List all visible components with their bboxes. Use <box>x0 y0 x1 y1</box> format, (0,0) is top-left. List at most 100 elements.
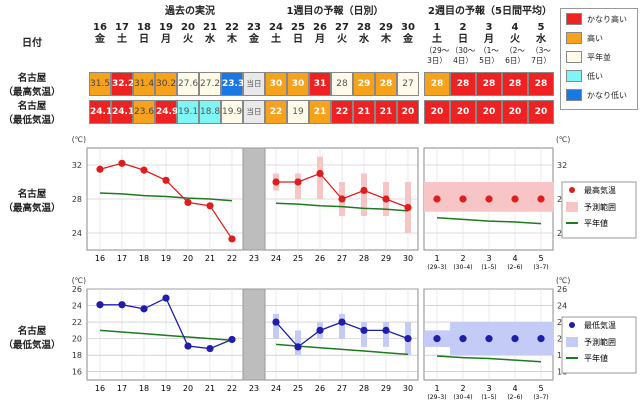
range-bar <box>273 313 279 339</box>
unit-label-left: (℃) <box>72 135 86 144</box>
weekday-label: 火 <box>183 34 193 45</box>
data-point <box>382 195 390 203</box>
day-number: 28 <box>357 22 371 33</box>
weekday-label: 土 <box>271 34 281 45</box>
x-tick-label: 21 <box>205 254 215 263</box>
range-bar <box>317 156 323 199</box>
legend-band-icon <box>566 337 578 347</box>
unit-label-right: (℃) <box>556 135 570 144</box>
day-number: 26 <box>313 22 327 33</box>
x-tick-sublabel: (1–5) <box>481 264 496 271</box>
y-tick-label: 28 <box>72 195 82 204</box>
weekday-label: 金 <box>249 34 259 45</box>
data-point <box>294 343 302 351</box>
day-number: 2 <box>459 22 467 33</box>
category-legend-label: かなり低い <box>587 90 627 100</box>
data-point <box>537 335 545 343</box>
cell-max-week1: 31 <box>309 72 331 96</box>
weekday-label: 日 <box>139 34 149 45</box>
category-legend-item: 高い <box>566 32 603 44</box>
x-tick-label: 24 <box>271 384 281 393</box>
day-header-25: 25 日 <box>287 22 309 46</box>
data-point <box>140 166 148 174</box>
data-point <box>96 165 104 173</box>
y-tick-label: 26 <box>72 285 82 294</box>
category-legend-item: かなり低い <box>566 89 627 101</box>
cell-max-week2: 28 <box>424 72 450 96</box>
cell-min-week2: 20 <box>424 100 450 124</box>
legend-dot-icon <box>569 322 575 328</box>
day-number: 1 <box>433 22 441 33</box>
data-point <box>338 195 346 203</box>
x-tick-label: 1 <box>434 254 439 263</box>
data-point <box>404 203 412 212</box>
data-point <box>459 335 467 343</box>
cell-min-week1: 19 <box>287 100 309 124</box>
day-header-27: 27 火 <box>331 22 353 46</box>
cell-max-past: 31.4 <box>133 72 155 96</box>
x-tick-label: 19 <box>161 384 171 393</box>
data-point <box>228 235 236 243</box>
color-swatch <box>566 89 582 101</box>
y-tick-label-right: 24 <box>557 302 567 311</box>
data-point <box>511 195 519 203</box>
unit-label-right: (℃) <box>556 276 570 285</box>
legend-normal-label: 平年値 <box>584 218 608 228</box>
legend-dot-icon <box>569 187 575 193</box>
normal-line <box>436 216 542 225</box>
data-point <box>382 326 390 334</box>
day-header-30: 30 金 <box>397 22 419 46</box>
cell-min-week1: 22 <box>331 100 353 124</box>
data-point <box>96 301 104 309</box>
weekday-label: 月 <box>484 34 494 45</box>
x-tick-label: 29 <box>381 384 391 393</box>
x-tick-sublabel: (29–3) <box>427 394 446 401</box>
x-tick-label: 25 <box>293 384 303 393</box>
category-legend-label: 低い <box>587 71 603 81</box>
row-label-max-city: 名古屋 <box>17 73 47 84</box>
cell-max-week2: 28 <box>450 72 476 96</box>
x-tick-sublabel: (1–5) <box>481 394 496 401</box>
x-tick-label: 23 <box>249 384 259 393</box>
day-range-start: （3～ <box>531 46 551 55</box>
x-tick-label: 19 <box>161 254 171 263</box>
y-tick-label-right: 32 <box>557 161 567 170</box>
day-number: 20 <box>181 22 195 33</box>
day-number: 24 <box>269 22 283 33</box>
cell-max-week1: 30 <box>287 72 309 96</box>
cell-min-week1: 21 <box>353 100 375 124</box>
cell-today-max: 当日 <box>243 72 265 96</box>
data-point <box>206 202 214 210</box>
y-tick-label: 24 <box>72 302 82 311</box>
data-point <box>511 335 519 343</box>
day-number: 25 <box>291 22 305 33</box>
x-tick-label: 27 <box>337 254 347 263</box>
day-number: 19 <box>159 22 173 33</box>
day-range-start: （2～ <box>505 46 525 55</box>
day-header-20: 20 火 <box>177 22 199 46</box>
day-range-start: （1～ <box>479 46 499 55</box>
weekday-label: 月 <box>161 34 171 45</box>
data-point <box>206 344 214 353</box>
category-legend-item: かなり高い <box>566 13 627 25</box>
weekday-label: 日 <box>458 34 468 45</box>
cell-max-week1: 27 <box>397 72 419 96</box>
y-tick-label: 32 <box>72 161 82 170</box>
data-point <box>537 195 545 203</box>
color-swatch <box>566 51 582 63</box>
today-column <box>242 288 266 381</box>
x-tick-label: 27 <box>337 384 347 393</box>
weekday-label: 木 <box>227 34 237 45</box>
category-legend-item: 低い <box>566 70 603 82</box>
x-tick-label: 28 <box>359 384 369 393</box>
data-point <box>294 178 302 186</box>
x-tick-label: 28 <box>359 254 369 263</box>
x-tick-label: 2 <box>460 384 465 393</box>
day-number: 30 <box>401 22 415 33</box>
y-tick-label: 16 <box>72 368 82 377</box>
cell-max-week2: 28 <box>528 72 554 96</box>
cell-min-past: 24.9 <box>155 100 178 124</box>
header-past: 過去の実況 <box>165 6 215 17</box>
chart-label-max-city: 名古屋 <box>17 189 47 200</box>
